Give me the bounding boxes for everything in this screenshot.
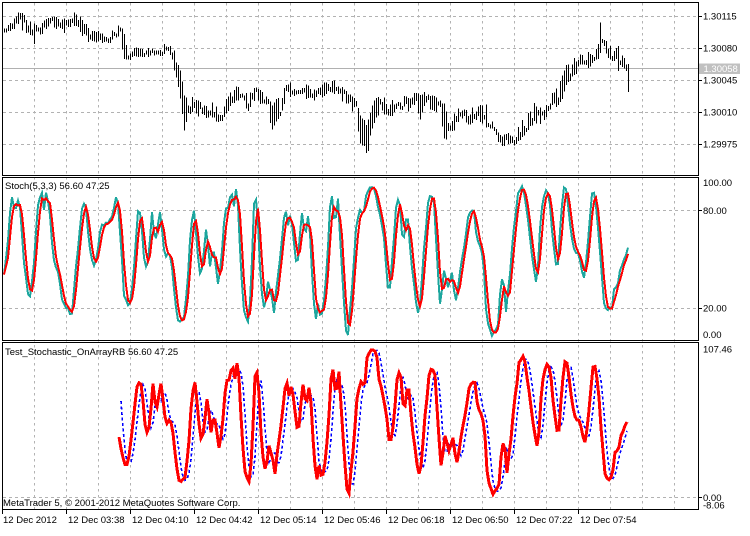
svg-text:1.30045: 1.30045: [703, 76, 737, 87]
svg-text:12 Dec 04:10: 12 Dec 04:10: [132, 515, 189, 526]
svg-text:12 Dec 04:42: 12 Dec 04:42: [196, 515, 253, 526]
svg-text:80.00: 80.00: [703, 206, 727, 217]
svg-text:0.00: 0.00: [703, 330, 722, 341]
svg-text:100.00: 100.00: [703, 178, 732, 189]
svg-text:1.29975: 1.29975: [703, 140, 737, 151]
svg-text:1.30115: 1.30115: [703, 12, 737, 23]
svg-text:-8.06: -8.06: [703, 501, 725, 512]
svg-text:Test_Stochastic_OnArrayRB 56.6: Test_Stochastic_OnArrayRB 56.60 47.25: [5, 347, 178, 358]
svg-text:12 Dec 07:54: 12 Dec 07:54: [580, 515, 637, 526]
svg-text:12 Dec 05:46: 12 Dec 05:46: [324, 515, 381, 526]
svg-text:12 Dec 2012: 12 Dec 2012: [3, 515, 57, 526]
svg-text:Stoch(5,3,3) 56.60 47.25: Stoch(5,3,3) 56.60 47.25: [5, 181, 110, 192]
svg-text:0.00: 0.00: [703, 493, 722, 504]
svg-text:1.30010: 1.30010: [703, 108, 737, 119]
svg-text:1.30058: 1.30058: [704, 64, 738, 75]
svg-text:12 Dec 05:14: 12 Dec 05:14: [260, 515, 317, 526]
svg-text:107.46: 107.46: [703, 345, 732, 356]
svg-text:12 Dec 03:38: 12 Dec 03:38: [68, 515, 125, 526]
svg-text:12 Dec 07:22: 12 Dec 07:22: [516, 515, 573, 526]
svg-text:20.00: 20.00: [703, 304, 727, 315]
svg-text:12 Dec 06:50: 12 Dec 06:50: [452, 515, 509, 526]
svg-text:MetaTrader 5, © 2001-2012 Meta: MetaTrader 5, © 2001-2012 MetaQuotes Sof…: [3, 498, 240, 509]
svg-text:1.30080: 1.30080: [703, 44, 737, 55]
svg-text:12 Dec 06:18: 12 Dec 06:18: [388, 515, 445, 526]
